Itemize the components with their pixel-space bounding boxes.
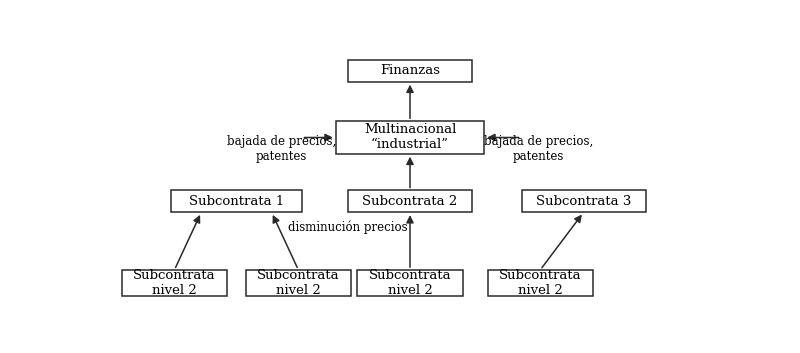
Text: Subcontrata 3: Subcontrata 3: [536, 195, 631, 208]
Text: Subcontrata
nivel 2: Subcontrata nivel 2: [499, 269, 582, 297]
FancyBboxPatch shape: [246, 270, 351, 296]
FancyBboxPatch shape: [348, 60, 472, 82]
FancyBboxPatch shape: [336, 121, 485, 154]
FancyBboxPatch shape: [358, 270, 462, 296]
FancyBboxPatch shape: [171, 191, 302, 212]
FancyBboxPatch shape: [522, 191, 646, 212]
Text: Subcontrata 1: Subcontrata 1: [189, 195, 284, 208]
Text: Subcontrata
nivel 2: Subcontrata nivel 2: [133, 269, 216, 297]
Text: bajada de precios,
patentes: bajada de precios, patentes: [227, 135, 336, 163]
Text: Subcontrata 2: Subcontrata 2: [362, 195, 458, 208]
Text: Finanzas: Finanzas: [380, 64, 440, 77]
FancyBboxPatch shape: [487, 270, 593, 296]
Text: bajada de precios,
patentes: bajada de precios, patentes: [484, 135, 593, 163]
Text: disminución precios: disminución precios: [288, 220, 408, 234]
Text: Multinacional
“industrial”: Multinacional “industrial”: [364, 124, 456, 151]
Text: Subcontrata
nivel 2: Subcontrata nivel 2: [257, 269, 340, 297]
FancyBboxPatch shape: [122, 270, 227, 296]
Text: Subcontrata
nivel 2: Subcontrata nivel 2: [369, 269, 451, 297]
FancyBboxPatch shape: [348, 191, 472, 212]
